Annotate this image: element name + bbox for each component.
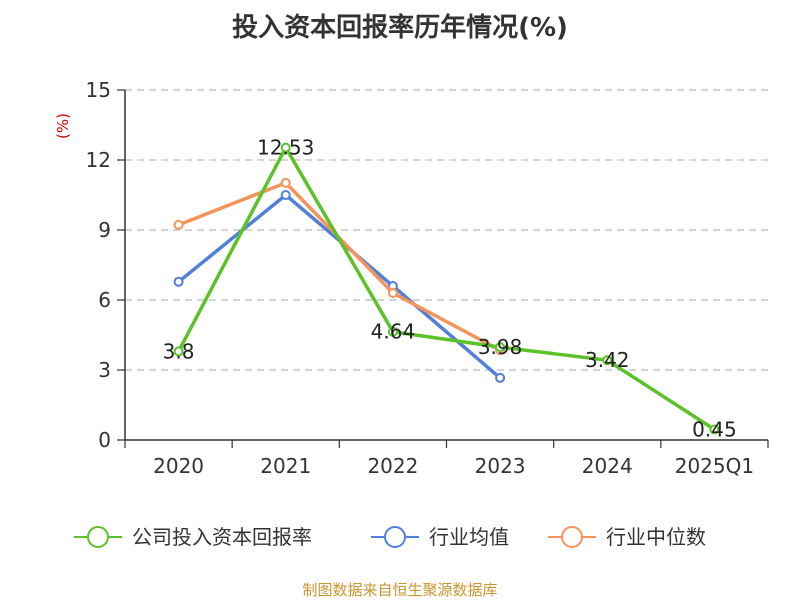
x-tick-label: 2021 [260,454,311,478]
data-point [387,326,398,337]
data-point [602,355,613,366]
y-tick-label: 0 [98,428,111,452]
data-point [280,190,291,200]
y-tick-label: 15 [86,78,111,102]
data-point [173,219,184,230]
series-layer [173,142,720,435]
x-tick-label: 2020 [153,454,204,478]
legend-label: 行业中位数 [606,525,706,549]
data-label: 4.64 [371,320,416,344]
series-line [177,181,501,352]
data-label: 3.8 [163,339,195,363]
grid-lines [125,89,768,371]
data-label: 3.42 [585,348,630,372]
data-label: 0.45 [692,418,737,442]
x-tick-label: 2024 [582,454,633,478]
x-tick-label: 2022 [367,454,418,478]
data-point [280,142,291,153]
legend-marker [87,526,109,548]
data-point [495,372,506,383]
legend-label: 行业均值 [429,525,509,549]
data-label: 3.98 [478,335,523,359]
x-tick-label: 2023 [475,454,526,478]
data-point [495,342,506,353]
data-point [387,288,398,298]
series-line [177,145,716,431]
data-point [173,276,184,287]
x-tick-label: 2025Q1 [675,454,754,478]
y-tick-label: 6 [98,288,111,312]
source-note: 制图数据来自恒生聚源数据库 [302,581,497,599]
legend-marker [384,526,406,548]
legend-marker [561,526,583,548]
y-tick-label: 12 [86,148,111,172]
data-point [709,424,720,435]
data-point [280,177,291,188]
data-label: 12.53 [257,136,314,160]
legend: 公司投入资本回报率 行业均值 行业中位数 [74,525,706,549]
series-line [177,193,502,380]
legend-label: 公司投入资本回报率 [132,525,312,549]
chart-title: 投入资本回报率历年情况(%) [232,12,568,43]
data-labels: 3.8 12.53 4.64 3.98 3.42 0.45 [163,136,737,442]
y-tick-label: 3 [98,358,111,382]
y-axis-unit: (%) [54,113,72,139]
data-point [173,346,184,357]
y-tick-label: 9 [98,218,111,242]
axes: 0 3 6 9 12 15 2020 2021 2022 2023 2024 2025Q1 [86,78,769,478]
